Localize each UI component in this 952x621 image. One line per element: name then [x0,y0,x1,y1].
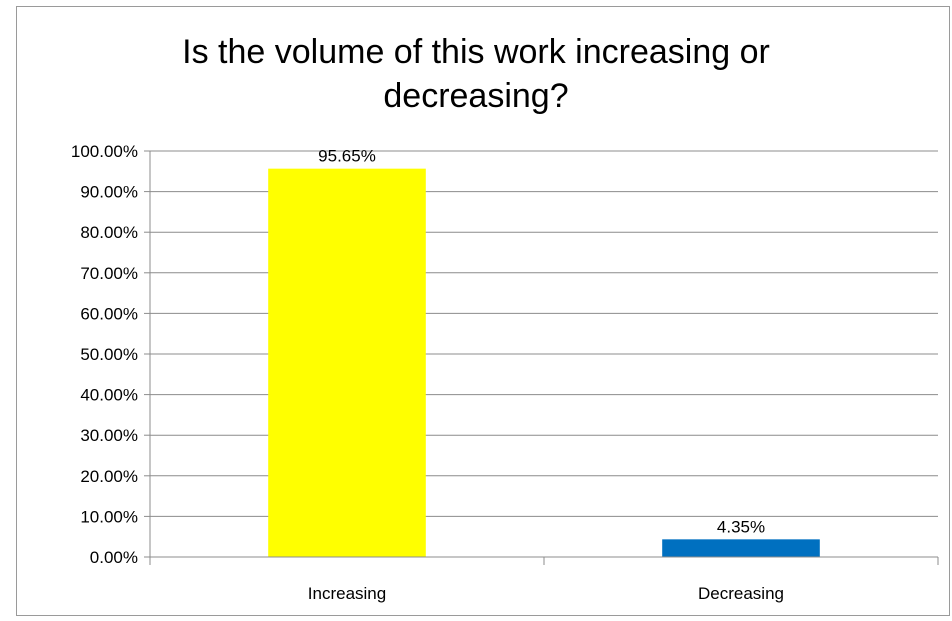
y-tick-label: 30.00% [80,426,138,445]
y-tick-label: 40.00% [80,386,138,405]
y-tick-label: 50.00% [80,345,138,364]
chart-frame [16,6,950,616]
y-tick-label: 20.00% [80,467,138,486]
bar-increasing [268,168,426,557]
x-tick-label: Decreasing [698,584,784,603]
data-label: 4.35% [717,517,765,536]
chart-title: Is the volume of this work increasing or… [182,33,770,115]
y-tick-label: 60.00% [80,304,138,323]
gridlines [144,150,938,558]
y-tick-label: 90.00% [80,183,138,202]
y-tick-label: 100.00% [71,142,138,161]
bar-decreasing [662,539,820,557]
x-axis-tick-labels: Increasing Decreasing [308,584,784,603]
data-label: 95.65% [318,147,376,166]
y-tick-label: 80.00% [80,223,138,242]
axes [149,151,939,565]
bars [268,168,820,557]
x-tick-label: Increasing [308,584,386,603]
y-tick-label: 0.00% [90,548,138,567]
y-axis-tick-labels: 0.00% 10.00% 20.00% 30.00% 40.00% 50.00% 60.00… [71,142,138,567]
data-labels: 95.65% 4.35% [318,147,765,537]
y-tick-label: 10.00% [80,507,138,526]
y-tick-label: 70.00% [80,264,138,283]
